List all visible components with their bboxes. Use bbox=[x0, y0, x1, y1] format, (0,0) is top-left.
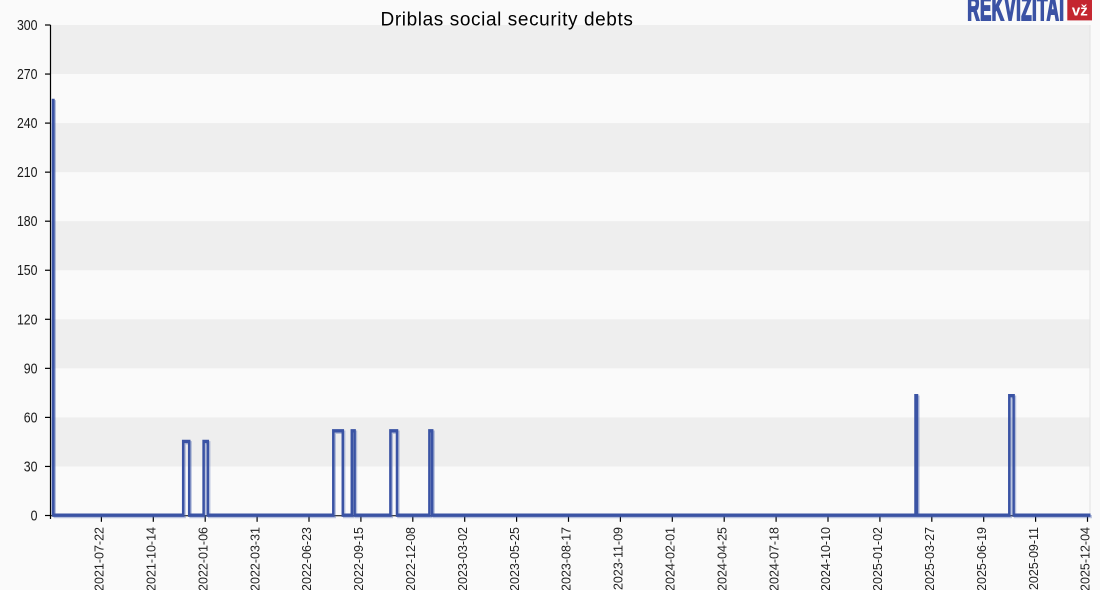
svg-text:2025-01-02: 2025-01-02 bbox=[871, 527, 885, 590]
svg-text:60: 60 bbox=[24, 409, 38, 425]
svg-text:vž: vž bbox=[1072, 3, 1088, 20]
svg-text:30: 30 bbox=[24, 458, 38, 474]
svg-text:120: 120 bbox=[17, 311, 38, 327]
svg-text:2021-10-14: 2021-10-14 bbox=[145, 527, 159, 590]
svg-text:300: 300 bbox=[17, 17, 38, 33]
svg-text:2022-09-15: 2022-09-15 bbox=[352, 527, 366, 590]
svg-text:2022-06-23: 2022-06-23 bbox=[300, 527, 314, 590]
svg-text:210: 210 bbox=[17, 164, 38, 180]
svg-text:2025-06-19: 2025-06-19 bbox=[975, 527, 989, 590]
svg-text:0: 0 bbox=[31, 508, 38, 524]
svg-text:2022-01-06: 2022-01-06 bbox=[196, 527, 210, 590]
svg-text:2023-05-25: 2023-05-25 bbox=[508, 527, 522, 590]
svg-text:2024-04-25: 2024-04-25 bbox=[715, 527, 729, 590]
svg-text:180: 180 bbox=[17, 213, 38, 229]
svg-text:2023-11-09: 2023-11-09 bbox=[612, 527, 626, 590]
svg-text:90: 90 bbox=[24, 360, 38, 376]
svg-text:240: 240 bbox=[17, 115, 38, 131]
svg-text:150: 150 bbox=[17, 262, 38, 278]
svg-text:2024-02-01: 2024-02-01 bbox=[664, 527, 678, 590]
svg-text:2024-07-18: 2024-07-18 bbox=[767, 527, 781, 590]
svg-text:2025-12-04: 2025-12-04 bbox=[1079, 527, 1093, 590]
svg-text:2023-03-02: 2023-03-02 bbox=[456, 527, 470, 590]
svg-text:2024-10-10: 2024-10-10 bbox=[819, 527, 833, 590]
svg-text:2022-12-08: 2022-12-08 bbox=[404, 527, 418, 590]
svg-text:2025-03-27: 2025-03-27 bbox=[923, 527, 937, 590]
svg-text:REKVIZITAI: REKVIZITAI bbox=[967, 0, 1064, 27]
svg-text:2023-08-17: 2023-08-17 bbox=[560, 527, 574, 590]
svg-text:2022-03-31: 2022-03-31 bbox=[248, 527, 262, 590]
svg-text:2025-09-11: 2025-09-11 bbox=[1027, 527, 1041, 590]
svg-text:2021-07-22: 2021-07-22 bbox=[93, 527, 107, 590]
svg-text:Driblas social security debts: Driblas social security debts bbox=[381, 10, 634, 31]
svg-text:270: 270 bbox=[17, 66, 38, 82]
